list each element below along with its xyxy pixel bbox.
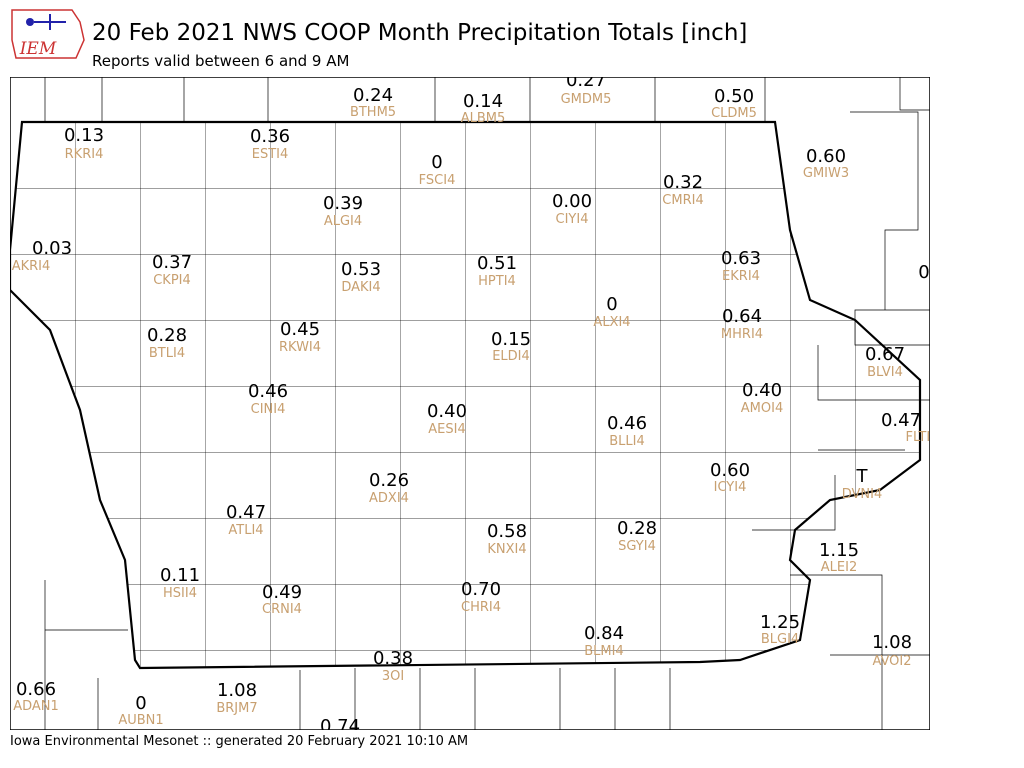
station-id: FLTI2 (906, 430, 939, 445)
subtitle: Reports valid between 6 and 9 AM (92, 52, 349, 70)
station-id: RKRI4 (65, 147, 104, 162)
station-value: 0.28 (147, 325, 187, 346)
station-id: BRJM7 (216, 701, 257, 716)
station-value: 0.37 (152, 252, 192, 273)
station-id: ADAN1 (13, 699, 59, 714)
station-value: 0 (431, 152, 442, 173)
logo-text: IEM (19, 39, 57, 59)
station-value: 0.14 (463, 91, 503, 112)
station-value: 0.49 (262, 582, 302, 603)
station-id: BTHM5 (350, 105, 396, 120)
station-id: CKPI4 (153, 273, 191, 288)
station-value: 0.46 (607, 413, 647, 434)
station-id: DAKI4 (341, 280, 380, 295)
station-value: 1.08 (217, 680, 257, 701)
station-value: 0.15 (491, 329, 531, 350)
footer: Iowa Environmental Mesonet :: generated … (10, 734, 468, 749)
station-value: 0.32 (663, 172, 703, 193)
station-value: 1.15 (819, 540, 859, 561)
station-value: 0 (606, 294, 617, 315)
station-value: 0.58 (487, 521, 527, 542)
station-id: AVOI2 (872, 654, 911, 669)
station-value: 0.47 (226, 502, 266, 523)
station-id: MHRI4 (721, 327, 763, 342)
station-value: 0.13 (64, 125, 104, 146)
station-value: 0.45 (280, 319, 320, 340)
station-value: 0.26 (369, 470, 409, 491)
station-value: 0.51 (477, 253, 517, 274)
station-id: HPTI4 (478, 274, 516, 289)
station-value: 0.60 (806, 146, 846, 167)
station-value: 0.50 (714, 86, 754, 107)
logo-icon (26, 18, 34, 26)
station-value: 0.63 (721, 248, 761, 269)
station-id: FSCI4 (419, 173, 456, 188)
station-value: 0.46 (248, 381, 288, 402)
station-id: RKWI4 (279, 340, 321, 355)
station-id: AESI4 (428, 422, 465, 437)
station-value: 0.03 (32, 238, 72, 259)
station-id: ATLI4 (228, 523, 263, 538)
station-value: 0 (135, 693, 146, 714)
county-lines (10, 122, 920, 668)
station-value: 0.40 (427, 401, 467, 422)
station-id: CHRI4 (461, 600, 501, 615)
station-value: 0.70 (461, 579, 501, 600)
station-value: 0.36 (250, 126, 290, 147)
title: 20 Feb 2021 NWS COOP Month Precipitation… (92, 20, 747, 46)
station-id: AMOI4 (741, 401, 783, 416)
station-id: BLVI4 (867, 365, 903, 380)
station-id: BTLI4 (149, 346, 185, 361)
station-value: T (856, 466, 869, 487)
station-value: 0.28 (617, 518, 657, 539)
station-id: ALGI4 (324, 214, 362, 229)
station-value: 0.39 (323, 193, 363, 214)
station-id: 3OI (382, 669, 404, 684)
station-id: BLGI4 (761, 632, 799, 647)
station-value: 0.11 (160, 565, 200, 586)
station-value: 0.60 (710, 460, 750, 481)
station-id: CRNI4 (262, 602, 302, 617)
station-id: CIYI4 (556, 212, 589, 227)
station-value: 0.67 (865, 344, 905, 365)
station-value: 0.00 (552, 191, 592, 212)
station-value: 0.64 (722, 306, 762, 327)
station-id: AUBN1 (118, 713, 163, 728)
station-id: CMRI4 (662, 193, 703, 208)
station-value: 0.38 (373, 648, 413, 669)
station-value: 1.08 (872, 632, 912, 653)
station-id: AKRI4 (12, 259, 51, 274)
station-id: SGYI4 (618, 539, 656, 554)
station-id: BLLI4 (609, 434, 645, 449)
logo: IEM (11, 9, 85, 59)
station-value: 0.27 (566, 70, 606, 91)
station-id: KNXI4 (487, 542, 526, 557)
station-id: ADXI4 (369, 491, 409, 506)
station-id: ICYI4 (714, 480, 747, 495)
station-value: 0.66 (16, 679, 56, 700)
station-id: ALEI2 (821, 560, 857, 575)
station-id: EKRI4 (722, 269, 760, 284)
station-id: DVNI4 (842, 487, 883, 502)
station-value: 0.40 (742, 380, 782, 401)
station-id: CLDM5 (711, 106, 757, 121)
station-value: 0.47 (881, 410, 921, 431)
station-value: 0.84 (584, 623, 624, 644)
station-value: 0.24 (353, 85, 393, 106)
station-id: ALBM5 (461, 111, 506, 126)
station-id: GMIW3 (803, 166, 849, 181)
station-id: BLMI4 (584, 644, 623, 659)
station-id: CINI4 (251, 402, 286, 417)
station-id: GMDM5 (561, 92, 612, 107)
station-id: ELDI4 (492, 349, 530, 364)
station-value: 0.74 (320, 716, 360, 737)
station-value: 1.25 (760, 612, 800, 633)
station-id: HSII4 (163, 586, 197, 601)
station-id: ESTI4 (252, 147, 289, 162)
station-value: 0 (918, 262, 929, 283)
station-id: ALXI4 (593, 315, 630, 330)
station-value: 0.53 (341, 259, 381, 280)
